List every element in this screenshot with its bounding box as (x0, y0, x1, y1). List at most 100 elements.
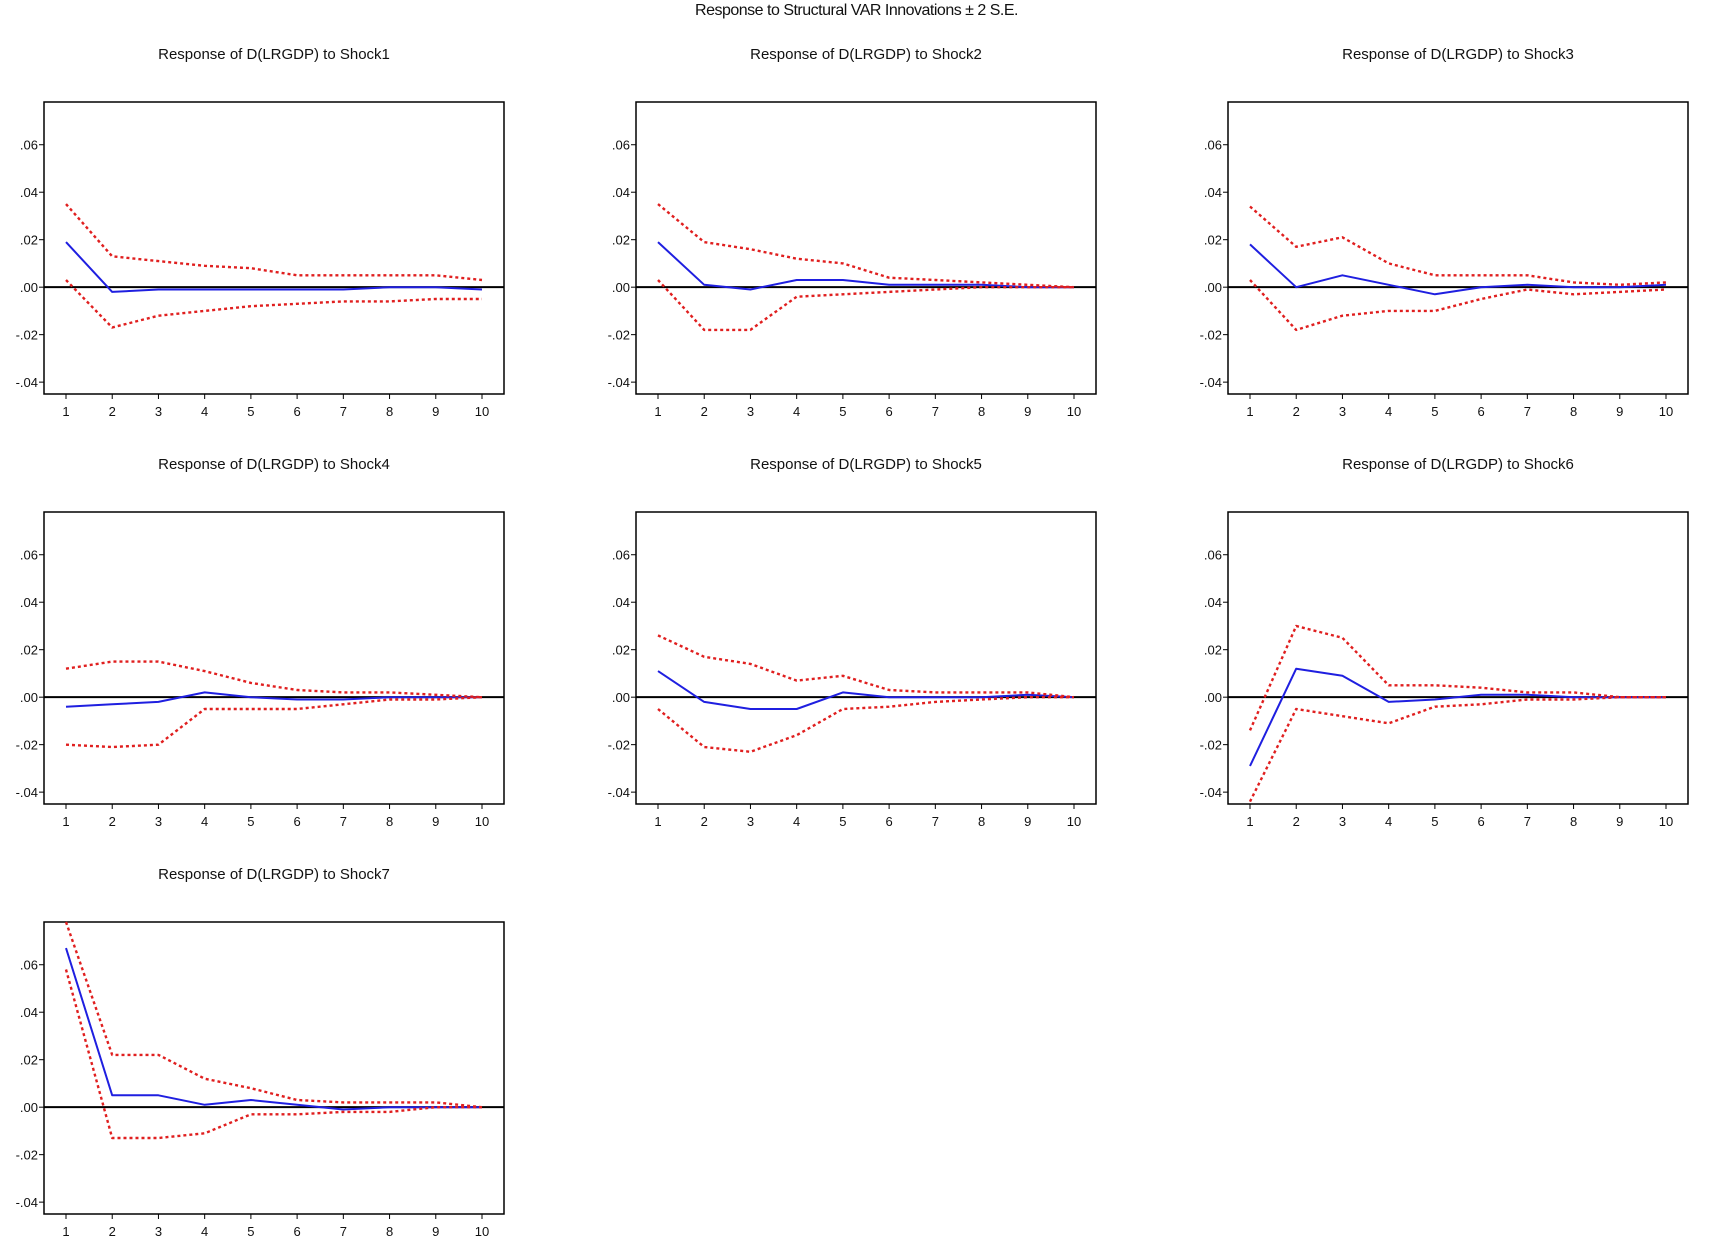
x-tick-label: 5 (839, 404, 846, 419)
panel-title: Response of D(LRGDP) to Shock2 (750, 46, 982, 63)
upper-band-line (65, 660, 483, 699)
x-tick-label: 9 (1616, 814, 1623, 829)
panel-6: Response of D(LRGDP) to Shock6 .06 .04 .02.… (1200, 456, 1689, 829)
x-tick-label: 3 (155, 814, 162, 829)
y-tick-label: .04 (1204, 595, 1222, 610)
x-tick-label: 9 (432, 1224, 439, 1239)
x-tick-label: 1 (62, 1224, 69, 1239)
lower-band-line (65, 696, 483, 749)
x-tick-label: 7 (1524, 814, 1531, 829)
x-tick-label: 4 (201, 814, 208, 829)
x-tick-label: 5 (1431, 814, 1438, 829)
y-tick-label: .06 (20, 958, 38, 973)
y-tick-label: .00 (1204, 690, 1222, 705)
upper-band-line (64, 921, 483, 1109)
lower-band-line (657, 279, 1074, 332)
plot-frame (43, 921, 505, 1215)
lower-band-line (1248, 696, 1666, 803)
response-line (657, 670, 1075, 710)
response-line (1249, 667, 1666, 767)
x-tick-label: 7 (340, 404, 347, 419)
upper-band-line (65, 203, 483, 282)
y-tick-label: -.04 (1200, 785, 1222, 800)
x-tick-label: 4 (793, 814, 800, 829)
x-tick-label: 1 (1246, 404, 1253, 419)
x-tick-label: 6 (1477, 814, 1484, 829)
panel-5: Response of D(LRGDP) to Shock5 .06 .04 .02.… (608, 456, 1097, 829)
x-tick-label: 4 (201, 1224, 208, 1239)
panel-title: Response of D(LRGDP) to Shock6 (1342, 456, 1574, 473)
plot-frame (43, 101, 505, 395)
x-tick-label: 6 (293, 814, 300, 829)
x-tick-label: 2 (109, 1224, 116, 1239)
x-tick-label: 2 (109, 404, 116, 419)
x-tick-label: 7 (1524, 404, 1531, 419)
y-tick-label: .02 (20, 1053, 38, 1068)
x-tick-label: 8 (1570, 404, 1577, 419)
x-tick-label: 8 (386, 814, 393, 829)
x-tick-label: 9 (1616, 404, 1623, 419)
plot-frame (635, 101, 1097, 395)
y-tick-label: .06 (20, 548, 38, 563)
x-tick-label: 8 (386, 404, 393, 419)
x-tick-label: 1 (62, 404, 69, 419)
y-tick-label: .04 (612, 595, 630, 610)
y-tick-label: .04 (1204, 185, 1222, 200)
lower-band-line (65, 279, 482, 329)
panel-2: Response of D(LRGDP) to Shock2 .06 .04 .02.… (608, 46, 1097, 419)
y-tick-label: .00 (612, 280, 630, 295)
y-tick-label: .00 (20, 1100, 38, 1115)
x-tick-label: 3 (155, 404, 162, 419)
upper-band-line (1249, 205, 1667, 286)
y-tick-label: -.02 (1200, 738, 1222, 753)
x-tick-label: 3 (1339, 814, 1346, 829)
y-tick-label: .02 (612, 233, 630, 248)
x-tick-label: 8 (1570, 814, 1577, 829)
y-tick-label: -.04 (608, 375, 630, 390)
plot-frame (635, 511, 1097, 805)
y-tick-label: .00 (1204, 280, 1222, 295)
y-tick-label: .02 (612, 643, 630, 658)
x-tick-label: 1 (62, 814, 69, 829)
x-tick-label: 8 (978, 814, 985, 829)
y-tick-label: .06 (612, 548, 630, 563)
y-tick-label: .02 (20, 233, 38, 248)
x-tick-label: 8 (386, 1224, 393, 1239)
y-tick-label: .00 (20, 690, 38, 705)
x-tick-label: 3 (155, 1224, 162, 1239)
x-tick-label: 5 (247, 814, 254, 829)
x-tick-label: 4 (201, 404, 208, 419)
panel-title: Response of D(LRGDP) to Shock7 (158, 866, 390, 883)
x-tick-label: 8 (978, 404, 985, 419)
plot-frame (1227, 511, 1689, 805)
response-line (657, 241, 1074, 291)
x-tick-label: 7 (932, 814, 939, 829)
x-tick-label: 2 (701, 404, 708, 419)
x-tick-label: 1 (654, 404, 661, 419)
upper-band-line (1248, 624, 1666, 731)
y-tick-label: .04 (20, 595, 38, 610)
x-tick-label: 7 (340, 1224, 347, 1239)
x-tick-label: 3 (747, 404, 754, 419)
x-tick-label: 10 (475, 1224, 489, 1239)
x-tick-label: 5 (1431, 404, 1438, 419)
x-tick-label: 6 (885, 404, 892, 419)
response-line (65, 947, 482, 1111)
x-tick-label: 10 (475, 404, 489, 419)
y-tick-label: -.04 (1200, 375, 1222, 390)
panel-title: Response of D(LRGDP) to Shock4 (158, 456, 390, 473)
x-tick-label: 4 (1385, 814, 1392, 829)
y-tick-label: .00 (20, 280, 38, 295)
x-tick-label: 5 (247, 404, 254, 419)
plot-frame (43, 511, 505, 805)
y-tick-label: .00 (612, 690, 630, 705)
x-tick-label: 4 (793, 404, 800, 419)
x-tick-label: 6 (1477, 404, 1484, 419)
upper-band-line (657, 203, 1075, 289)
y-tick-label: .04 (20, 1005, 38, 1020)
x-tick-label: 3 (747, 814, 754, 829)
x-tick-label: 2 (1293, 814, 1300, 829)
y-tick-label: -.04 (16, 1195, 38, 1210)
x-tick-label: 1 (654, 814, 661, 829)
